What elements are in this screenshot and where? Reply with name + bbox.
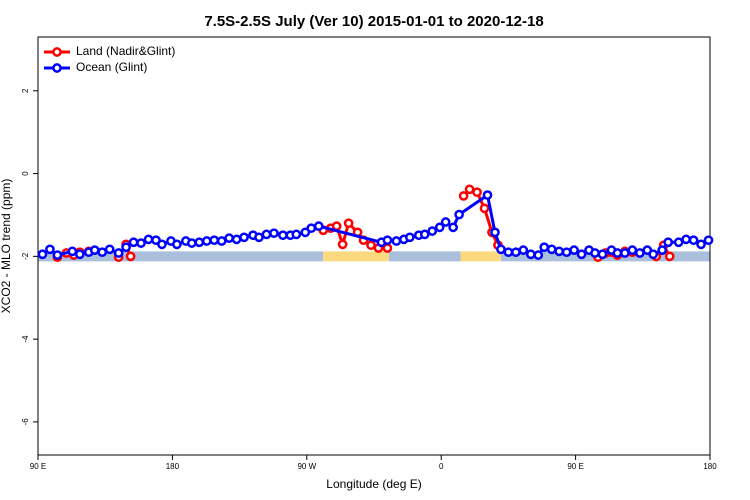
data-point <box>612 248 623 258</box>
data-point <box>482 190 493 200</box>
data-point <box>434 222 445 233</box>
data-point <box>454 209 464 220</box>
data-point <box>391 236 402 246</box>
data-point <box>569 245 579 255</box>
data-point <box>681 234 691 245</box>
data-point <box>201 236 212 246</box>
data-point <box>306 223 317 234</box>
y-tick-label: 2 <box>21 88 30 93</box>
data-point <box>343 218 354 229</box>
data-point <box>172 239 182 250</box>
data-point <box>448 222 458 233</box>
data-point <box>590 248 600 258</box>
data-point <box>143 234 154 245</box>
data-point <box>121 242 131 253</box>
data-point <box>479 203 490 214</box>
data-point <box>136 238 146 248</box>
data-point <box>269 228 279 239</box>
data-point <box>627 245 638 255</box>
data-point <box>427 226 438 236</box>
data-point <box>554 246 565 257</box>
data-point <box>291 229 302 240</box>
data-point <box>546 244 557 255</box>
data-point <box>648 249 659 260</box>
data-point <box>186 238 197 248</box>
data-point <box>89 245 100 255</box>
x-tick-label: 180 <box>166 462 180 471</box>
data-point <box>472 187 482 198</box>
data-point <box>673 237 684 248</box>
x-tick-label: 0 <box>439 462 444 471</box>
data-point <box>458 191 469 201</box>
data-point <box>620 248 630 258</box>
data-point <box>113 248 124 258</box>
x-tick-label: 90 E <box>567 462 583 471</box>
data-point <box>337 239 348 250</box>
data-point <box>261 229 272 240</box>
data-point <box>496 244 506 255</box>
data-point <box>404 232 415 243</box>
data-point <box>597 249 608 260</box>
x-tick-label: 90 E <box>30 462 46 471</box>
data-point <box>657 245 668 255</box>
chart-title: 7.5S-2.5S July (Ver 10) 2015-01-01 to 20… <box>204 13 543 30</box>
y-tick-label: -6 <box>21 418 30 426</box>
data-point <box>366 240 376 251</box>
data-point <box>67 246 78 257</box>
x-tick-label: 180 <box>703 462 717 471</box>
data-point <box>419 229 430 240</box>
data-point <box>663 237 674 248</box>
data-point <box>209 235 220 246</box>
y-axis-label: XCO2 - MLO trend (ppm) <box>0 179 13 314</box>
data-point <box>128 237 139 248</box>
legend-marker <box>52 63 62 73</box>
data-point <box>696 239 706 250</box>
data-point <box>224 233 234 243</box>
data-point <box>104 244 115 255</box>
data-point <box>664 251 675 262</box>
legend-marker <box>52 47 62 57</box>
y-tick-label: 0 <box>21 171 30 176</box>
data-point <box>157 239 167 250</box>
series-line <box>56 187 672 259</box>
data-point <box>231 234 242 245</box>
data-point <box>216 236 227 246</box>
data-point <box>518 245 529 255</box>
y-tick-label: -2 <box>21 252 30 260</box>
data-point <box>503 247 514 258</box>
data-point <box>539 242 550 253</box>
data-point <box>45 244 55 255</box>
data-point <box>511 247 521 258</box>
data-point <box>52 250 63 260</box>
data-point <box>125 251 136 262</box>
data-point <box>688 235 699 246</box>
data-point <box>239 232 249 243</box>
data-point <box>382 235 393 246</box>
legend-label: Ocean (Glint) <box>76 60 147 74</box>
x-axis-label: Longitude (deg E) <box>326 477 421 491</box>
data-point <box>37 249 48 260</box>
data-point <box>703 235 714 246</box>
x-tick-label: 90 W <box>297 462 316 471</box>
legend-label: Land (Nadir&Glint) <box>76 44 175 58</box>
data-point <box>97 247 108 258</box>
y-tick-label: -4 <box>21 335 30 343</box>
data-point <box>490 227 500 238</box>
data-point <box>194 237 205 248</box>
data-point <box>74 249 85 260</box>
data-point <box>533 250 544 260</box>
data-point <box>278 230 288 241</box>
data-point <box>254 232 264 243</box>
data-point <box>634 248 645 258</box>
data-point <box>464 184 475 195</box>
data-point <box>440 217 451 227</box>
data-point <box>576 249 587 260</box>
data-point <box>525 249 536 260</box>
data-point <box>313 221 324 231</box>
plot-frame <box>37 36 711 456</box>
data-point <box>561 247 572 258</box>
